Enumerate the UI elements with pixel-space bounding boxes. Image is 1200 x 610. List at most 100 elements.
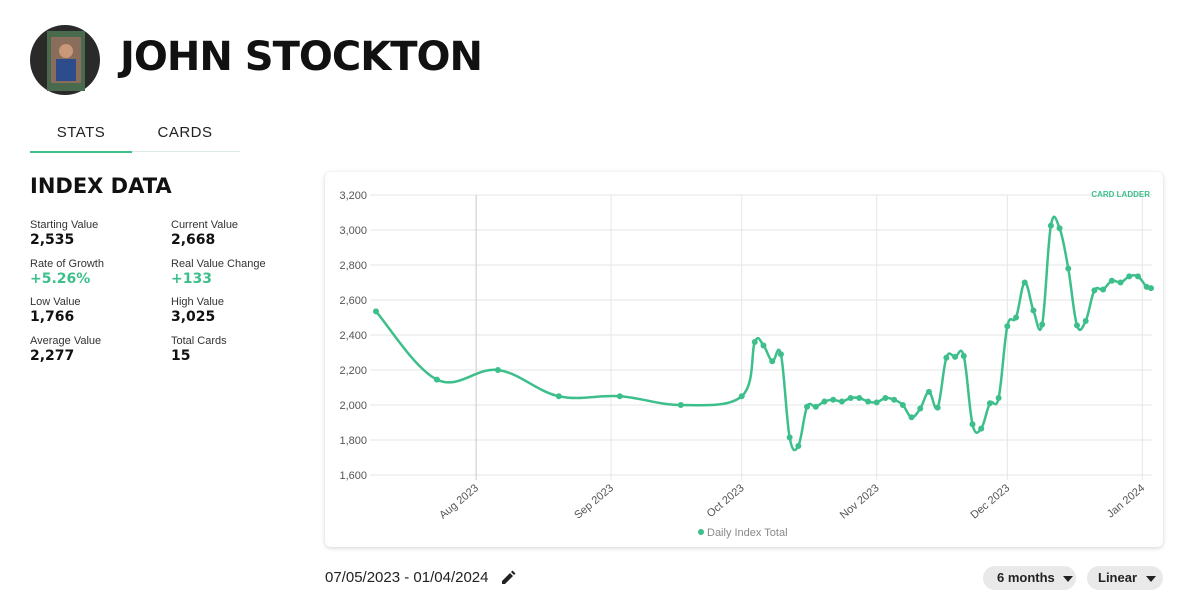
point	[934, 404, 941, 411]
point	[1148, 285, 1154, 292]
y-tick-label: 2,600	[339, 295, 367, 307]
point	[1117, 279, 1124, 286]
tab-indicator	[30, 151, 132, 153]
x-tick-label: Jan 2024	[1105, 482, 1147, 520]
stat: Average Value 2,277	[30, 335, 101, 364]
point	[1065, 265, 1072, 272]
point	[821, 398, 828, 405]
point	[1100, 286, 1107, 293]
point	[899, 402, 906, 408]
avatar	[30, 25, 100, 95]
stat: High Value 3,025	[171, 296, 224, 325]
point	[1039, 321, 1046, 328]
tab[interactable]: STATS	[56, 124, 106, 141]
point	[769, 358, 776, 365]
stat-label: Low Value	[30, 296, 81, 308]
point	[925, 388, 932, 395]
point	[751, 339, 758, 345]
point	[1021, 279, 1028, 286]
x-tick-label: Oct 2023	[705, 482, 747, 520]
point	[1134, 273, 1141, 280]
point	[873, 399, 880, 406]
date-range: 07/05/2023 - 01/04/2024	[325, 569, 489, 586]
stat-value: 2,277	[30, 347, 75, 364]
y-tick-label: 1,600	[339, 470, 367, 482]
point	[952, 353, 959, 360]
point	[1013, 314, 1020, 321]
y-tick-label: 2,800	[339, 260, 367, 272]
stat: Starting Value 2,535	[30, 219, 98, 248]
x-tick-label: Nov 2023	[838, 482, 882, 521]
tab[interactable]: CARDS	[157, 124, 213, 141]
scale-select[interactable]: Linear	[1087, 566, 1163, 590]
point	[864, 398, 871, 405]
stat-value: 1,766	[30, 309, 75, 325]
point	[373, 308, 379, 315]
point	[891, 396, 898, 403]
legend-swatch	[698, 529, 704, 535]
player-name: JOHN STOCKTON	[120, 34, 483, 80]
y-tick-label: 2,400	[339, 330, 367, 342]
point	[1091, 287, 1098, 294]
y-tick-label: 3,200	[339, 190, 367, 202]
y-tick-label: 3,000	[339, 225, 367, 237]
x-tick-label: Aug 2023	[437, 482, 481, 521]
point	[786, 434, 793, 441]
stat-label: Current Value	[171, 219, 239, 231]
stat: Real Value Change +133	[171, 258, 266, 287]
range-label: 6 months	[997, 570, 1055, 585]
stat-label: Rate of Growth	[30, 257, 104, 270]
stat-label: Total Cards	[171, 334, 227, 347]
y-tick-label: 2,200	[339, 365, 367, 377]
point	[847, 395, 854, 401]
point	[760, 342, 767, 349]
point	[978, 425, 985, 432]
stat: Total Cards 15	[171, 335, 227, 364]
point	[1126, 273, 1133, 280]
point	[1056, 225, 1063, 232]
point	[1004, 323, 1011, 330]
line	[375, 215, 1152, 452]
point	[856, 395, 863, 401]
point	[838, 398, 845, 405]
point	[1073, 322, 1080, 329]
point	[616, 393, 623, 400]
point	[777, 351, 784, 358]
section-title: INDEX DATA	[30, 174, 172, 198]
scale-label: Linear	[1098, 570, 1138, 585]
y-tick-label: 2,000	[339, 400, 367, 412]
stat-label: Starting Value	[30, 219, 99, 231]
logo: CARD LADDER	[1091, 190, 1150, 199]
stat-label: Average Value	[30, 334, 102, 347]
point	[1082, 318, 1089, 324]
legend-label: Daily Index Total	[707, 527, 788, 539]
caret	[1146, 576, 1157, 582]
caret	[1062, 576, 1073, 582]
point	[494, 367, 501, 373]
stat: Rate of Growth +5.26%	[30, 258, 104, 287]
stat-value: +133	[171, 270, 212, 287]
range-select[interactable]: 6 months	[983, 566, 1076, 590]
stat-value: +5.26%	[30, 270, 91, 287]
point	[908, 414, 915, 421]
point	[986, 400, 993, 407]
x-tick-label: Dec 2023	[968, 482, 1012, 521]
point	[882, 395, 889, 401]
point	[433, 376, 440, 383]
x-tick-label: Sep 2023	[572, 482, 616, 521]
point	[1108, 277, 1115, 284]
stat-value: 2,668	[171, 232, 216, 248]
point	[969, 421, 976, 428]
point	[795, 442, 802, 449]
stat-value: 2,535	[30, 232, 75, 248]
point	[555, 393, 562, 400]
edit-icon[interactable]	[500, 570, 516, 586]
point	[1030, 307, 1037, 314]
stat: Low Value 1,766	[30, 296, 81, 325]
point	[738, 393, 745, 400]
point	[804, 403, 811, 410]
stat-label: High Value	[171, 296, 224, 308]
point	[995, 395, 1002, 401]
